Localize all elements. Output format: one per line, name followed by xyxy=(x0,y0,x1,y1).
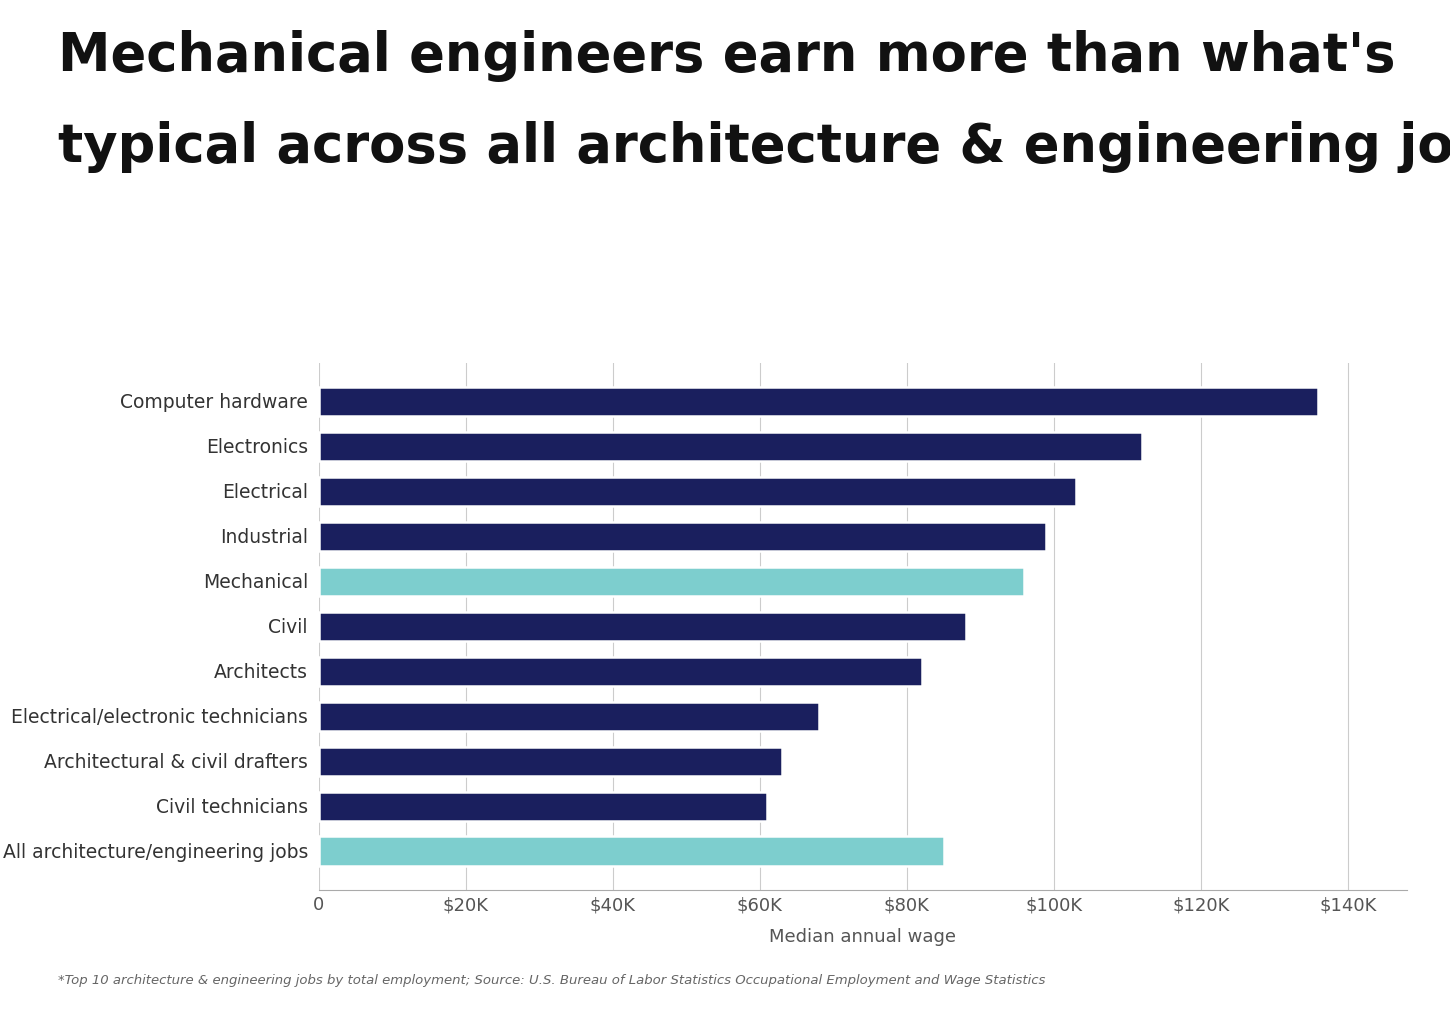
Bar xyxy=(319,657,922,686)
Text: Mechanical engineers earn more than what's: Mechanical engineers earn more than what… xyxy=(58,30,1395,82)
Bar xyxy=(319,523,1047,552)
Bar xyxy=(319,477,1076,507)
Text: typical across all architecture & engineering jobs: typical across all architecture & engine… xyxy=(58,121,1450,173)
X-axis label: Median annual wage: Median annual wage xyxy=(770,927,956,945)
Text: *Top 10 architecture & engineering jobs by total employment; Source: U.S. Bureau: *Top 10 architecture & engineering jobs … xyxy=(58,973,1045,986)
Bar xyxy=(319,702,819,731)
Bar xyxy=(319,567,1024,596)
Bar xyxy=(319,613,966,641)
Bar xyxy=(319,433,1143,462)
Bar xyxy=(319,747,782,776)
Bar xyxy=(319,792,767,821)
Bar xyxy=(319,388,1318,417)
Bar xyxy=(319,837,944,865)
